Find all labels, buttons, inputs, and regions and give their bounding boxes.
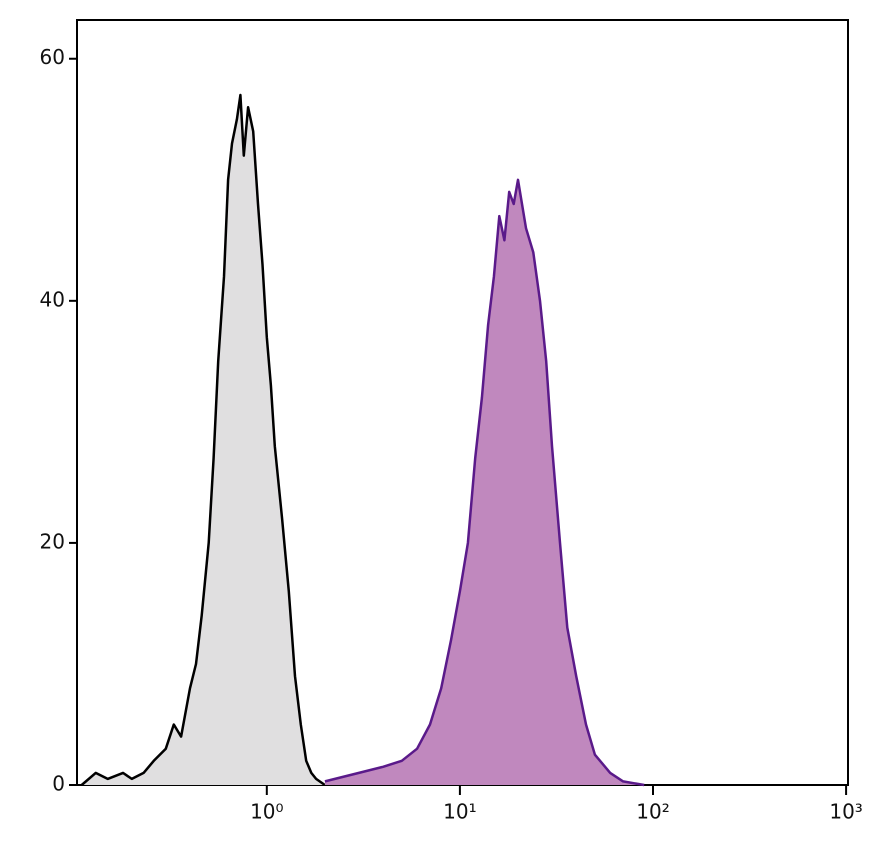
x-tick-label: 10²: [636, 800, 669, 824]
x-tick-label: 10⁰: [250, 800, 283, 824]
x-tick-label: 10¹: [443, 800, 476, 824]
y-tick-label: 60: [40, 45, 65, 69]
y-tick-label: 20: [40, 529, 65, 553]
histogram-fill: [81, 95, 325, 785]
histogram-line: [324, 178, 645, 787]
y-tick-label: 40: [40, 287, 65, 311]
y-tick-label: 0: [52, 772, 65, 796]
x-tick-label: 10³: [829, 800, 862, 824]
histogram-line: [80, 93, 326, 787]
histogram-fill: [324, 179, 645, 786]
